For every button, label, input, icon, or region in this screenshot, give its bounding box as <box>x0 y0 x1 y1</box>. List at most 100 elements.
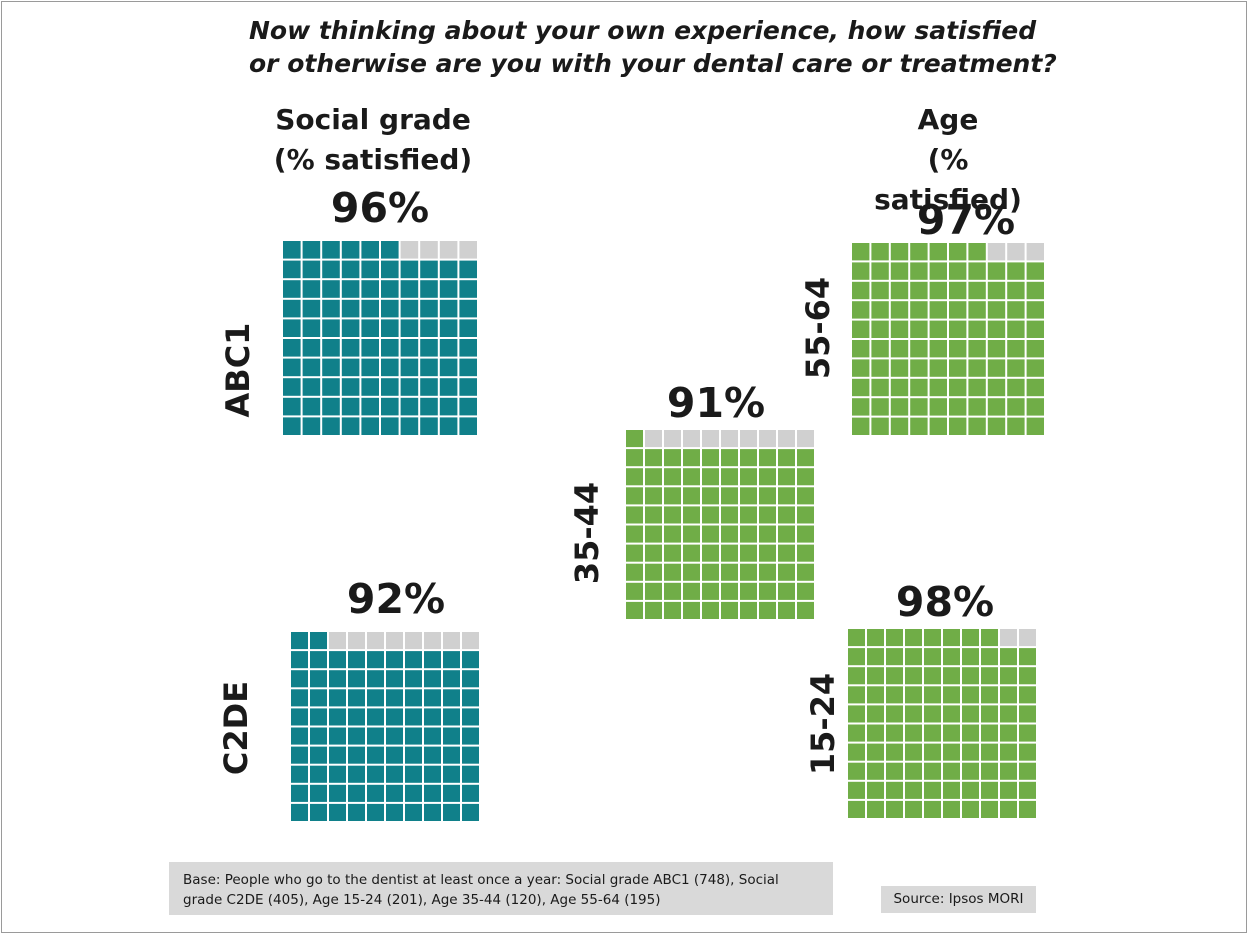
waffle-cell-filled <box>310 765 327 783</box>
waffle-cell-filled <box>924 667 941 685</box>
waffle-cell-empty <box>367 632 384 650</box>
waffle-cell-filled <box>890 281 909 300</box>
waffle-cell-filled <box>910 378 928 397</box>
waffle-cell-filled <box>348 727 365 745</box>
waffle-cell-filled <box>721 468 738 486</box>
waffle-cell-filled <box>1026 340 1044 358</box>
waffle-cell-filled <box>322 339 340 357</box>
waffle-cell-filled <box>886 762 903 780</box>
waffle-cell-filled <box>443 708 460 726</box>
waffle-cell-filled <box>664 563 681 581</box>
waffle-cell-filled <box>852 398 870 416</box>
waffle-cell-filled <box>702 487 719 505</box>
waffle-cell-filled <box>400 417 419 435</box>
waffle-cell-filled <box>702 544 719 562</box>
waffle-cell-filled <box>683 601 700 619</box>
waffle-cell-filled <box>283 417 301 435</box>
waffle-cell-filled <box>886 705 903 723</box>
waffle-cell-filled <box>291 803 308 821</box>
waffle-cell-filled <box>910 301 928 319</box>
waffle-cell-filled <box>367 765 384 783</box>
waffle-cell-filled <box>341 417 360 435</box>
waffle-cell-filled <box>424 765 441 783</box>
source-note: Source: Ipsos MORI <box>881 886 1036 913</box>
waffle-cell-empty <box>1007 243 1025 261</box>
waffle-cell-filled <box>381 241 399 259</box>
waffle-cell-filled <box>929 378 947 397</box>
waffle-cell-filled <box>626 601 643 619</box>
waffle-cell-filled <box>1007 417 1025 435</box>
waffle-cell-empty <box>797 430 814 448</box>
waffle-cell-filled <box>987 340 1006 358</box>
waffle-cell-filled <box>981 762 998 780</box>
waffle-cell-filled <box>424 746 441 764</box>
waffle-cell-filled <box>1019 667 1036 685</box>
waffle-cell-filled <box>871 262 889 280</box>
waffle-cell-filled <box>848 648 865 666</box>
waffle-cell-filled <box>981 781 998 799</box>
waffle-cell-filled <box>626 563 643 581</box>
waffle-cell-empty <box>1000 629 1017 647</box>
waffle-cell-empty <box>329 632 346 650</box>
waffle-cell-filled <box>1000 762 1017 780</box>
waffle-cell-filled <box>886 724 903 742</box>
waffle-cell-filled <box>310 689 327 707</box>
waffle-cell-filled <box>905 800 922 818</box>
waffle-cell-filled <box>645 468 662 486</box>
waffle-cell-filled <box>683 525 700 543</box>
waffle-cell-filled <box>924 724 941 742</box>
waffle-cell-filled <box>386 765 403 783</box>
waffle-cell-filled <box>871 378 889 397</box>
waffle-cell-filled <box>302 378 321 396</box>
waffle-cell-filled <box>664 506 681 524</box>
waffle-cell-filled <box>1000 705 1017 723</box>
waffle-cell-filled <box>302 417 321 435</box>
waffle-cell-filled <box>962 629 979 647</box>
waffle-cell-filled <box>322 397 340 416</box>
waffle-cell-filled <box>867 781 884 799</box>
waffle-cell-filled <box>664 449 681 467</box>
waffle-cell-filled <box>929 301 947 319</box>
waffle-cell-filled <box>886 743 903 761</box>
waffle-cell-filled <box>1026 378 1044 397</box>
waffle-cell-filled <box>1000 800 1017 818</box>
waffle-cell-filled <box>905 781 922 799</box>
waffle-cell-filled <box>867 762 884 780</box>
waffle-cell-filled <box>949 262 967 280</box>
waffle-cell-filled <box>962 743 979 761</box>
waffle-cell-filled <box>443 651 460 669</box>
waffle-cell-filled <box>987 262 1006 280</box>
waffle-cell-filled <box>645 601 662 619</box>
waffle-cell-filled <box>291 746 308 764</box>
waffle-cell-empty <box>424 632 441 650</box>
waffle-cell-filled <box>890 262 909 280</box>
waffle-cell-filled <box>721 582 738 600</box>
waffle-cell-filled <box>645 506 662 524</box>
waffle-cell-filled <box>405 727 422 745</box>
waffle-cell-filled <box>797 544 814 562</box>
waffle-cell-filled <box>400 280 419 298</box>
waffle-cell-filled <box>1007 398 1025 416</box>
waffle-cell-filled <box>424 670 441 688</box>
waffle-cell-filled <box>1000 724 1017 742</box>
waffle-cell-filled <box>381 319 399 337</box>
waffle-cell-filled <box>424 803 441 821</box>
waffle-cell-filled <box>968 320 986 338</box>
waffle-cell-filled <box>949 281 967 300</box>
waffle-cell-filled <box>890 301 909 319</box>
waffle-cell-filled <box>929 398 947 416</box>
waffle-cell-filled <box>439 299 458 318</box>
waffle-cell-filled <box>386 708 403 726</box>
waffle-cell-filled <box>341 280 360 298</box>
waffle-cell-filled <box>367 689 384 707</box>
waffle-cell-filled <box>848 762 865 780</box>
waffle-cell-filled <box>664 601 681 619</box>
waffle-cell-filled <box>962 724 979 742</box>
waffle-cell-filled <box>943 800 960 818</box>
waffle-cell-filled <box>740 544 757 562</box>
waffle-cell-filled <box>1007 301 1025 319</box>
waffle-cell-filled <box>424 784 441 802</box>
waffle-cell-filled <box>361 339 379 357</box>
waffle-cell-filled <box>886 781 903 799</box>
waffle-cell-filled <box>871 243 889 261</box>
